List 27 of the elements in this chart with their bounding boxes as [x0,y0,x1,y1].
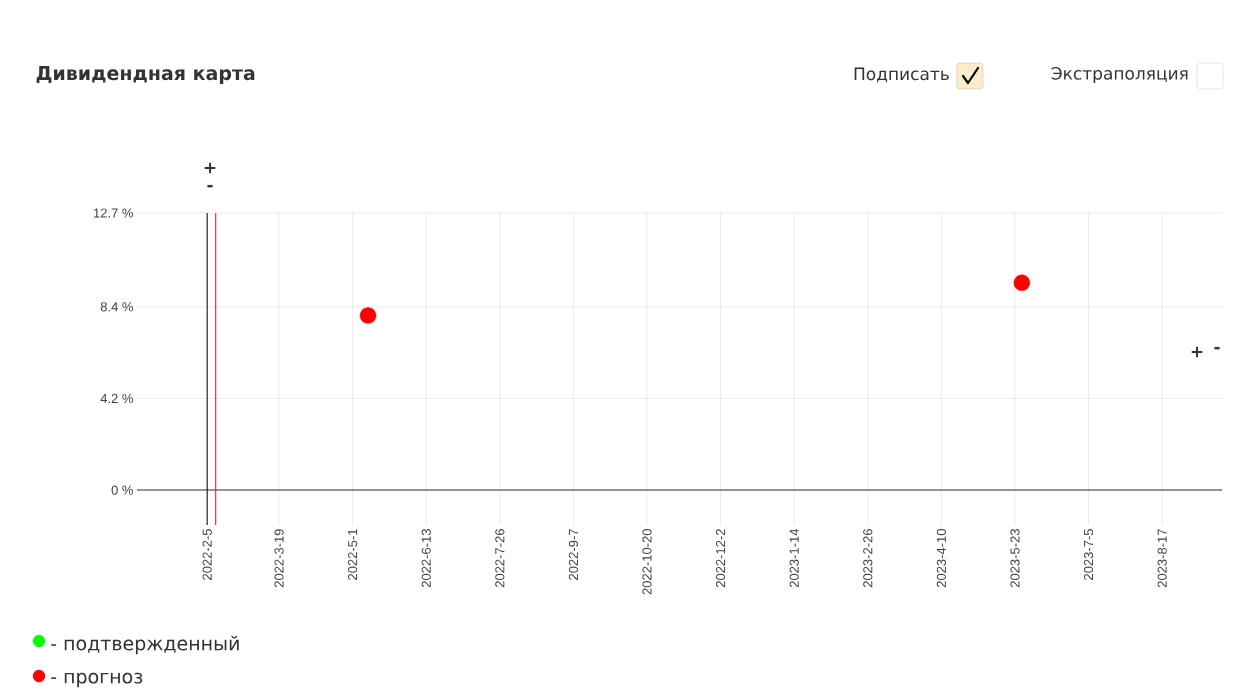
x-tick-label: 2022-6-13 [421,529,431,588]
legend-label: - прогноз [51,672,143,688]
text: Экстраполяция [1051,66,1188,84]
x-tick-label: 2022-12-2 [716,529,726,588]
x-tick-label: 2023-8-17 [1157,529,1167,588]
x-tick-label: 2023-5-23 [1010,529,1020,588]
x-tick-label: 2023-1-14 [789,528,799,588]
x-tick-label: 2022-9-7 [568,529,579,580]
x-tick-label: 2023-4-10 [936,529,946,588]
x-tick-label: 2022-7-26 [495,529,505,588]
annotation: - [1214,346,1220,350]
x-tick-label: 2022-5-1 [348,529,358,580]
y-tick-label: 4.2 % [100,393,133,404]
x-tick-label: 2023-7-5 [1083,529,1094,580]
legend-label: - подтвержденный [51,635,239,655]
y-tick-label: 12.7 % [93,208,133,218]
x-tick-label: 2022-10-20 [642,529,652,595]
y-tick-label: 8.4 % [100,302,133,312]
x-tick-label: 2022-2-5 [202,529,212,580]
annotation: + [1191,346,1203,358]
x-tick-label: 2023-2-26 [863,529,873,588]
text: + [204,162,216,174]
text: - [207,184,213,188]
text: Подписать [854,67,949,83]
y-tick-label: 0 % [111,485,133,495]
x-tick-label: 2022-3-19 [274,529,284,588]
chart-title: Дивидендная карта [36,66,255,84]
